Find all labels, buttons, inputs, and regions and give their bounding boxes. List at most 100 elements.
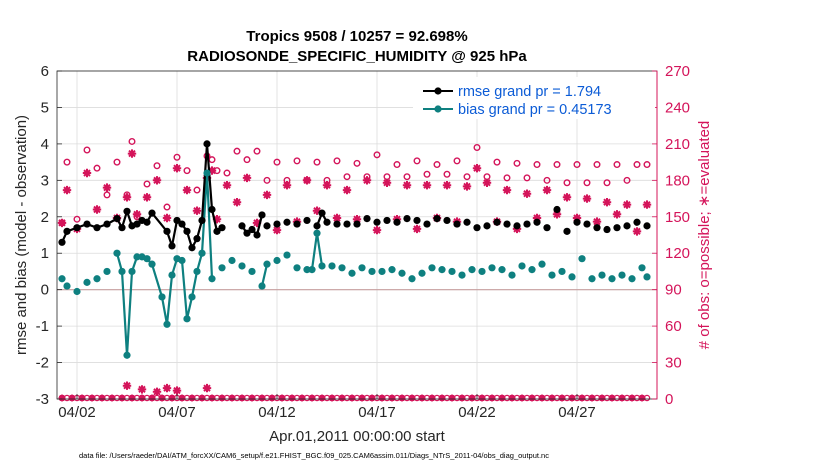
right-tick-label: 30 [665, 355, 682, 372]
obs-zero-evaluated-marker [408, 394, 416, 402]
obs-possible-marker [253, 147, 261, 155]
x-tick-label: 04/22 [458, 404, 496, 421]
rmse-data-point [258, 211, 266, 219]
obs-evaluated-marker [92, 205, 102, 214]
obs-zero-evaluated-marker [248, 394, 256, 402]
obs-small-evaluated-marker [162, 383, 172, 393]
rmse-data-point [463, 218, 471, 226]
bias-data-point [548, 271, 556, 279]
obs-evaluated-marker [342, 185, 352, 195]
bias-data-point [123, 351, 131, 359]
obs-evaluated-marker [402, 181, 412, 190]
obs-zero-evaluated-marker [548, 394, 556, 402]
obs-possible-marker [223, 169, 231, 177]
x-tick-label: 04/07 [158, 404, 196, 421]
obs-evaluated-marker [602, 198, 612, 207]
obs-evaluated-marker [412, 224, 422, 234]
x-tick-label: 04/12 [258, 404, 296, 421]
obs-possible-marker [453, 157, 461, 165]
obs-evaluated-marker [352, 215, 362, 224]
obs-zero-evaluated-marker [68, 394, 76, 402]
obs-zero-evaluated-marker [158, 394, 166, 402]
right-tick-label: 60 [665, 318, 682, 335]
obs-zero-evaluated-marker [388, 394, 396, 402]
bias-data-point [238, 262, 246, 270]
obs-evaluated-marker [282, 181, 292, 190]
obs-evaluated-marker [552, 210, 562, 219]
obs-evaluated-marker [207, 166, 217, 175]
bias-data-point [313, 229, 321, 237]
bias-data-point [188, 293, 196, 301]
obs-possible-marker [433, 161, 441, 169]
rmse-data-point [563, 227, 571, 235]
right-axis-label: # of obs: o=possible; ∗=evaluated [696, 121, 713, 350]
rmse-data-point [183, 227, 191, 235]
obs-evaluated-marker [472, 164, 482, 173]
rmse-data-point [168, 242, 176, 250]
rmse-data-point [103, 220, 111, 228]
obs-zero-evaluated-marker [118, 394, 126, 402]
obs-evaluated-marker [502, 185, 512, 195]
obs-zero-evaluated-marker [378, 394, 386, 402]
bias-data-point [418, 269, 426, 277]
y-tick-label: 5 [41, 99, 49, 116]
series-markers [58, 140, 651, 359]
bias-data-point [348, 269, 356, 277]
obs-possible-marker [73, 215, 81, 223]
right-tick-label: 180 [665, 172, 690, 189]
rmse-data-point [333, 220, 341, 228]
obs-possible-marker [423, 170, 431, 178]
obs-zero-evaluated-marker [168, 394, 176, 402]
obs-evaluated-marker [57, 218, 67, 228]
rmse-data-point [603, 225, 611, 234]
obs-zero-evaluated-marker [148, 394, 156, 402]
data-file-footnote: data file: /Users/raeder/DAI/ATM_forcXX/… [79, 451, 549, 460]
obs-evaluated-marker [222, 181, 232, 190]
obs-zero-evaluated-marker [488, 394, 496, 402]
obs-zero-evaluated-marker [298, 394, 306, 402]
obs-zero-evaluated-marker [588, 394, 596, 402]
obs-possible-marker [563, 179, 571, 187]
bias-data-point [558, 267, 566, 276]
obs-zero-evaluated-marker [358, 394, 366, 402]
rmse-data-point [208, 205, 216, 214]
rmse-data-point [393, 218, 401, 226]
obs-zero-evaluated-marker [428, 394, 436, 402]
rmse-data-point [218, 224, 226, 232]
bias-data-point [228, 256, 236, 265]
bias-data-point [618, 271, 626, 279]
obs-possible-marker [543, 176, 551, 184]
bias-data-point [178, 256, 186, 265]
obs-possible-marker [193, 186, 201, 194]
rmse-data-point [123, 207, 131, 215]
obs-evaluated-marker [82, 168, 92, 178]
rmse-data-point [313, 222, 321, 230]
rmse-data-point [423, 220, 431, 228]
legend-bias-label: bias grand pr = 0.45173 [458, 102, 612, 118]
rmse-data-point [73, 224, 81, 232]
bias-data-point [468, 266, 476, 274]
obs-zero-evaluated-marker [178, 394, 186, 402]
bias-data-point [193, 267, 201, 276]
obs-evaluated-marker [252, 218, 262, 228]
rmse-data-point [318, 209, 326, 217]
rmse-data-point [413, 216, 421, 225]
obs-small-evaluated-marker [152, 387, 162, 396]
obs-zero-evaluated-marker [528, 394, 536, 402]
rmse-data-point [83, 220, 91, 228]
obs-zero-evaluated-marker [128, 394, 136, 402]
obs-zero-evaluated-marker [598, 394, 606, 402]
rmse-data-point [148, 209, 156, 217]
obs-possible-marker [373, 151, 381, 159]
bias-series-line [260, 263, 269, 287]
rmse-data-point [493, 218, 501, 226]
obs-small-evaluated-marker [172, 386, 182, 395]
obs-zero-evaluated-marker [398, 394, 406, 402]
bias-data-point [438, 266, 446, 274]
rmse-data-point [373, 218, 381, 226]
obs-evaluated-marker [572, 213, 582, 223]
rmse-data-point [173, 216, 181, 225]
obs-zero-evaluated-marker [458, 394, 466, 402]
obs-possible-marker [233, 147, 241, 155]
